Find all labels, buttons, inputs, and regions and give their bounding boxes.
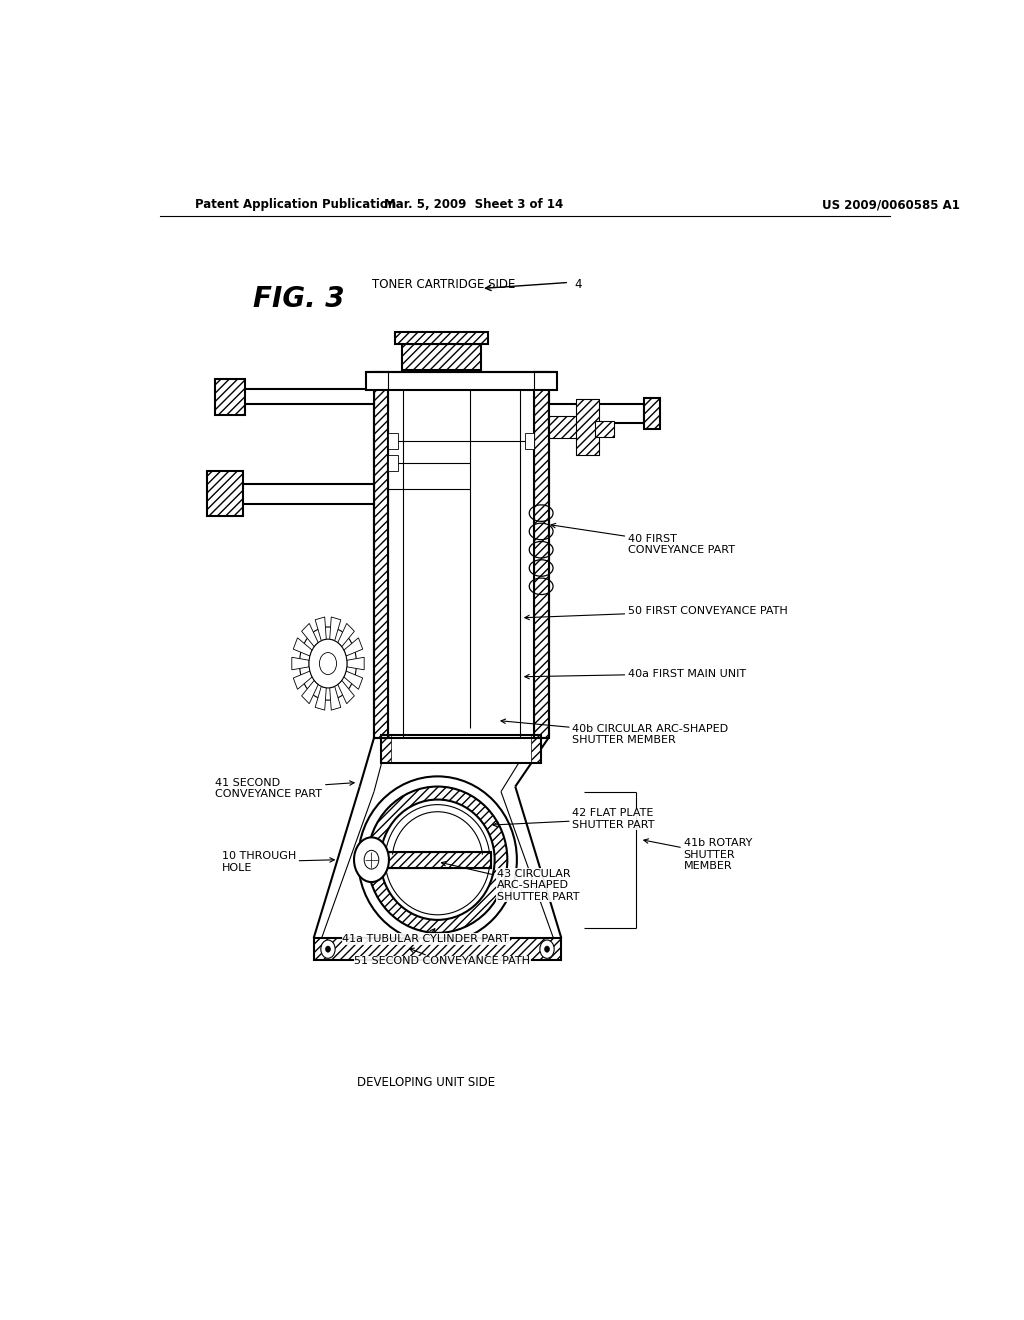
Text: 51 SECOND CONVEYANCE PATH: 51 SECOND CONVEYANCE PATH <box>354 948 530 966</box>
Polygon shape <box>344 671 362 689</box>
Bar <box>374 372 388 738</box>
Text: 40 FIRST
CONVEYANCE PART: 40 FIRST CONVEYANCE PART <box>551 523 735 556</box>
Bar <box>313 939 561 961</box>
Polygon shape <box>292 657 309 669</box>
Ellipse shape <box>368 787 507 933</box>
Bar <box>207 471 243 516</box>
Bar <box>207 471 243 516</box>
Text: Mar. 5, 2009  Sheet 3 of 14: Mar. 5, 2009 Sheet 3 of 14 <box>384 198 563 211</box>
Bar <box>395 333 487 345</box>
Bar <box>381 735 391 763</box>
Circle shape <box>540 940 554 958</box>
Bar <box>595 421 614 437</box>
Bar <box>577 399 599 455</box>
Text: 42 FLAT PLATE
SHUTTER PART: 42 FLAT PLATE SHUTTER PART <box>494 808 655 830</box>
Polygon shape <box>338 680 354 704</box>
Bar <box>238 483 374 504</box>
Polygon shape <box>347 657 365 669</box>
Polygon shape <box>293 638 312 656</box>
Bar <box>388 455 398 471</box>
Polygon shape <box>302 680 318 704</box>
Bar <box>384 851 492 867</box>
Bar <box>549 404 644 422</box>
Bar <box>388 433 398 449</box>
Polygon shape <box>330 616 341 640</box>
Circle shape <box>326 946 331 952</box>
Bar <box>241 389 374 404</box>
Polygon shape <box>359 738 535 787</box>
Polygon shape <box>293 671 312 689</box>
Circle shape <box>299 627 356 700</box>
Bar <box>644 399 659 429</box>
Bar <box>535 372 549 738</box>
Text: US 2009/0060585 A1: US 2009/0060585 A1 <box>822 198 961 211</box>
Ellipse shape <box>380 800 495 920</box>
Polygon shape <box>344 638 362 656</box>
Circle shape <box>545 946 550 952</box>
Circle shape <box>309 639 347 688</box>
Text: 40b CIRCULAR ARC-SHAPED
SHUTTER MEMBER: 40b CIRCULAR ARC-SHAPED SHUTTER MEMBER <box>501 719 728 746</box>
Polygon shape <box>315 686 327 710</box>
Circle shape <box>319 652 337 675</box>
Bar <box>367 372 557 391</box>
Text: 41a TUBULAR CYLINDER PART: 41a TUBULAR CYLINDER PART <box>342 929 509 944</box>
Text: 40a FIRST MAIN UNIT: 40a FIRST MAIN UNIT <box>525 669 746 678</box>
Text: 4: 4 <box>574 279 582 292</box>
Bar <box>595 421 614 437</box>
Text: 43 CIRCULAR
ARC-SHAPED
SHUTTER PART: 43 CIRCULAR ARC-SHAPED SHUTTER PART <box>441 862 580 902</box>
Bar <box>549 416 587 438</box>
Polygon shape <box>330 686 341 710</box>
Bar <box>215 379 246 414</box>
Text: 50 FIRST CONVEYANCE PATH: 50 FIRST CONVEYANCE PATH <box>525 606 787 619</box>
Bar <box>374 372 388 738</box>
Polygon shape <box>315 616 327 640</box>
Text: TONER CARTRIDGE SIDE: TONER CARTRIDGE SIDE <box>372 279 515 292</box>
Text: DEVELOPING UNIT SIDE: DEVELOPING UNIT SIDE <box>356 1076 495 1089</box>
Circle shape <box>321 940 335 958</box>
Text: 41b ROTARY
SHUTTER
MEMBER: 41b ROTARY SHUTTER MEMBER <box>644 838 752 871</box>
Bar <box>381 735 542 763</box>
Polygon shape <box>338 623 354 647</box>
Bar <box>535 372 549 738</box>
Bar <box>401 345 481 370</box>
Circle shape <box>365 850 379 869</box>
Text: FIG. 3: FIG. 3 <box>253 285 345 313</box>
Circle shape <box>354 837 389 882</box>
Text: 10 THROUGH
HOLE: 10 THROUGH HOLE <box>221 851 334 873</box>
Bar <box>313 939 561 961</box>
Text: 41 SECOND
CONVEYANCE PART: 41 SECOND CONVEYANCE PART <box>215 777 354 800</box>
Bar <box>401 345 481 370</box>
Polygon shape <box>302 623 318 647</box>
Bar <box>531 735 542 763</box>
Bar <box>644 399 659 429</box>
Bar <box>395 333 487 345</box>
Bar <box>384 851 492 867</box>
Bar <box>549 416 587 438</box>
Text: Patent Application Publication: Patent Application Publication <box>196 198 396 211</box>
Bar <box>524 433 535 449</box>
Bar <box>577 399 599 455</box>
Bar <box>215 379 246 414</box>
